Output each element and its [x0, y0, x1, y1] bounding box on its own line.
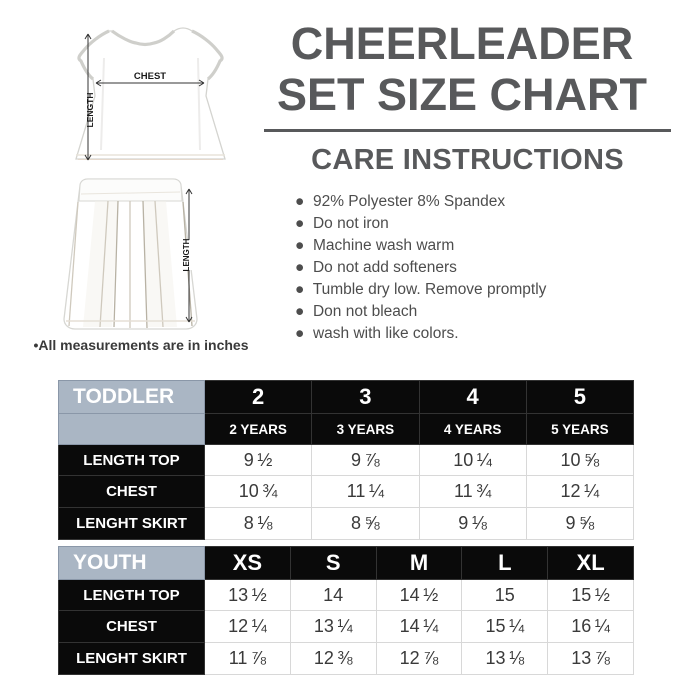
- svg-text:CHEST: CHEST: [134, 71, 166, 82]
- svg-text:LENGTH: LENGTH: [182, 238, 191, 271]
- svg-text:LENGTH: LENGTH: [85, 93, 95, 128]
